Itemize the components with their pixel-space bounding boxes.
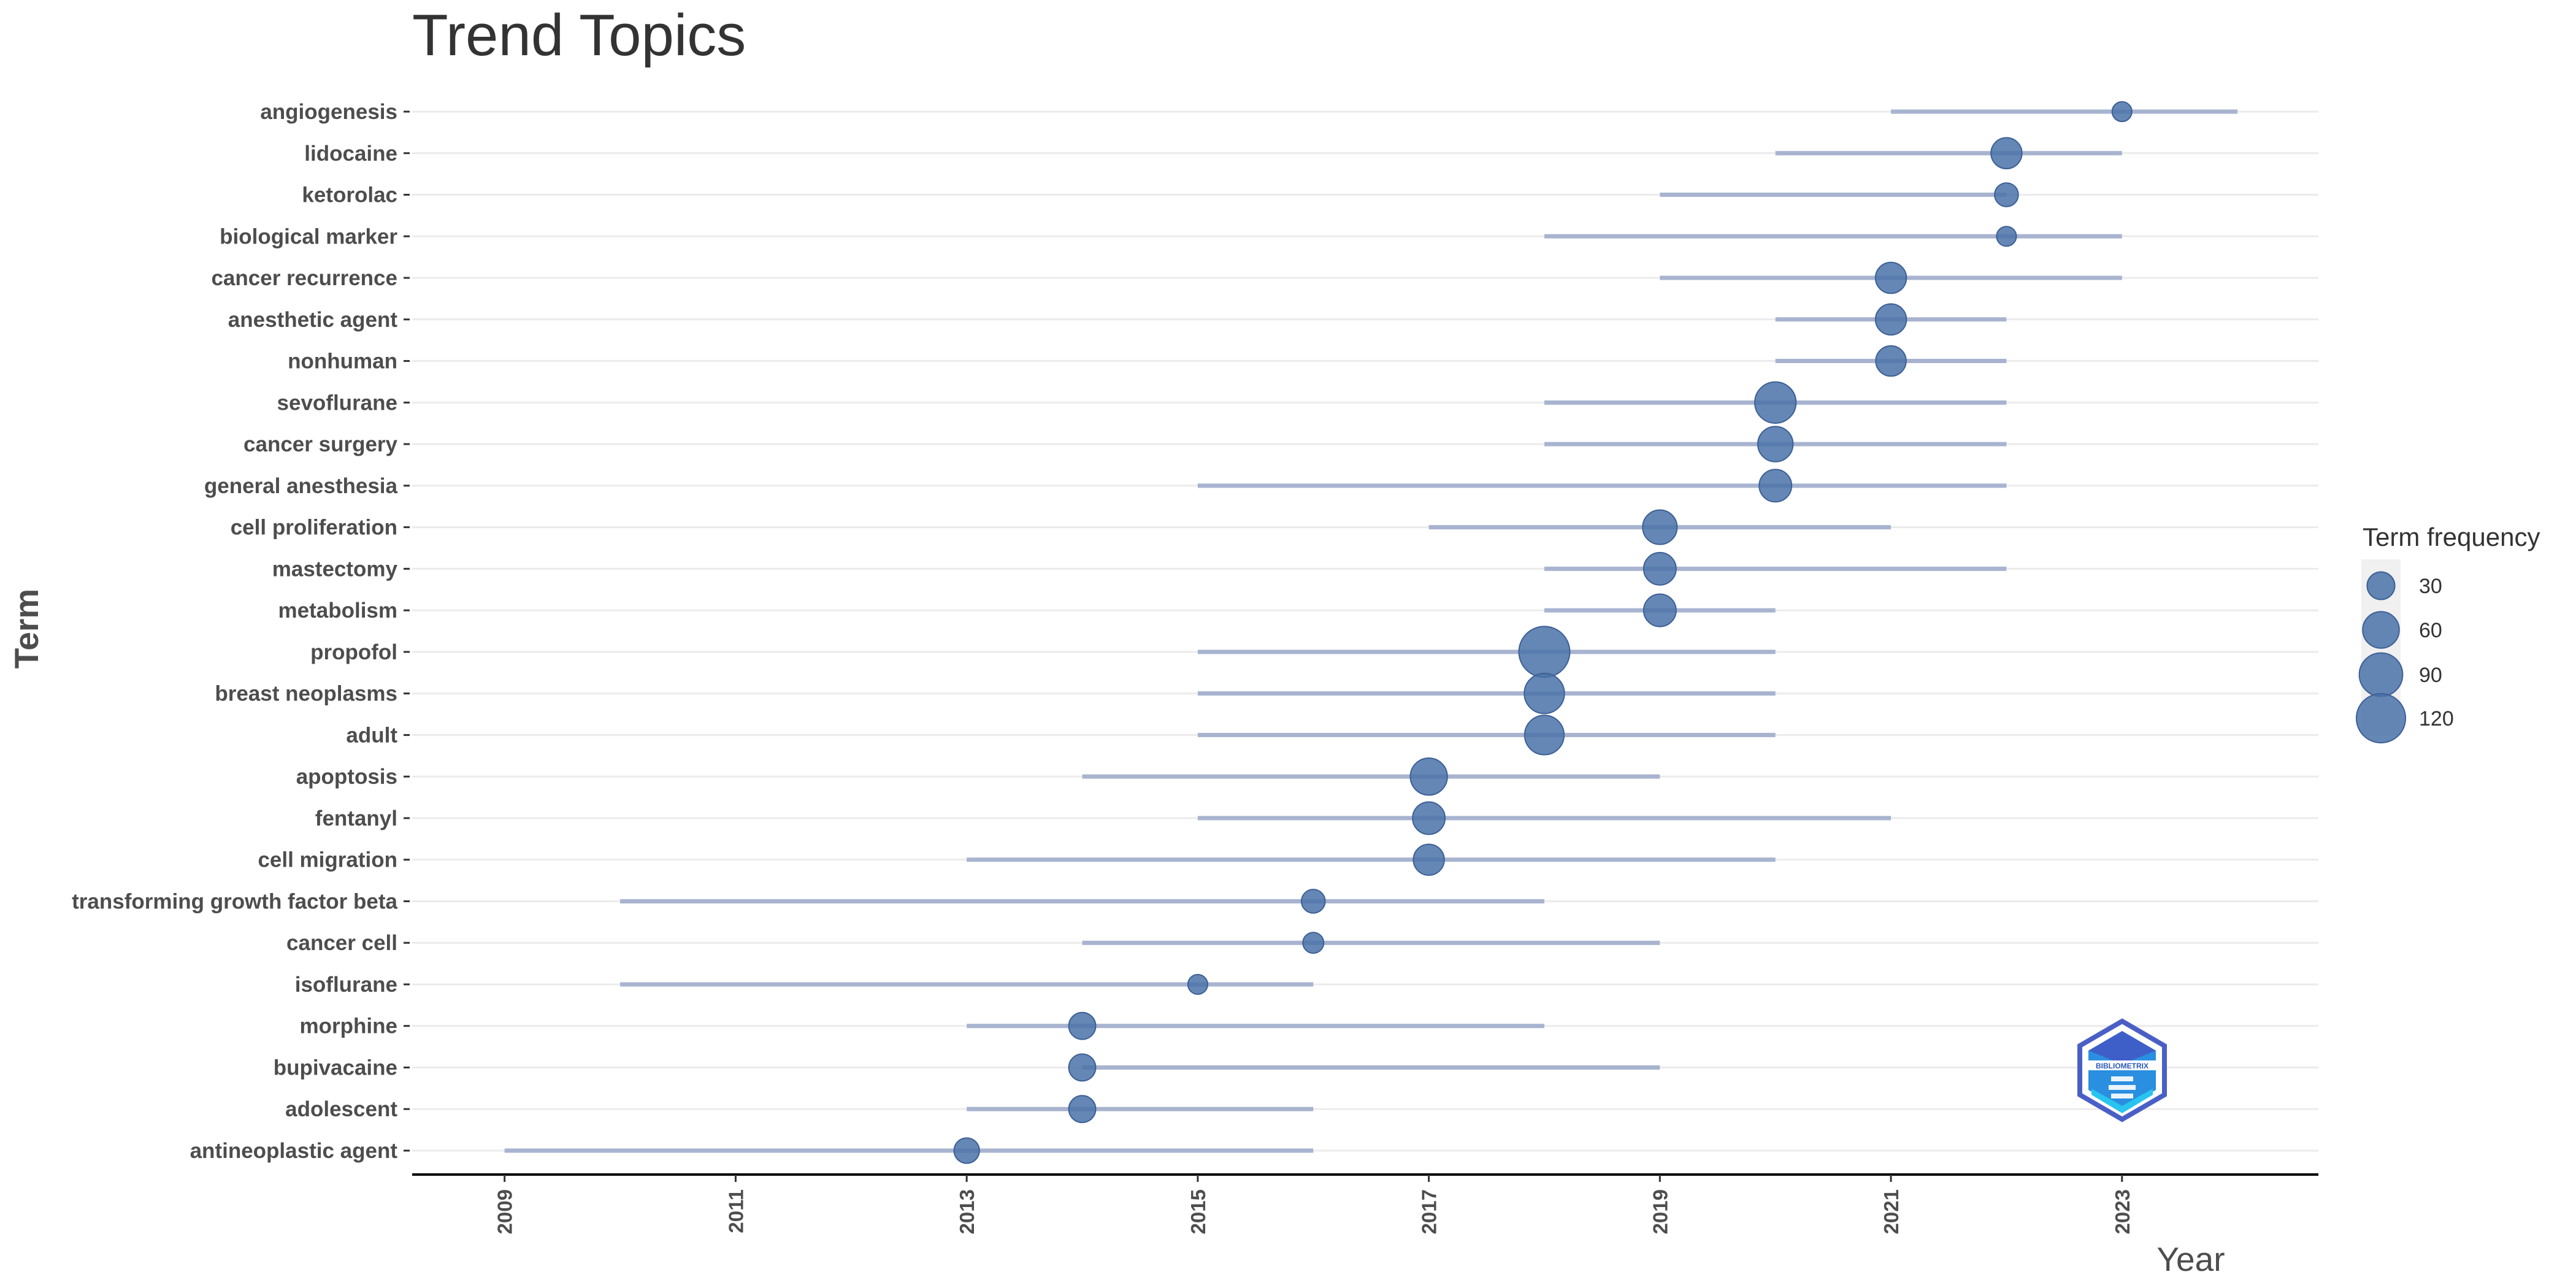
- y-tick-label: metabolism: [278, 599, 398, 623]
- data-point: [1300, 889, 1326, 914]
- data-point: [1524, 715, 1565, 756]
- data-point: [1758, 469, 1793, 503]
- y-tick-label: ketorolac: [302, 183, 397, 207]
- y-tick-label: isoflurane: [295, 973, 397, 997]
- legend-key: [2358, 652, 2404, 697]
- x-tick-label: 2021: [1880, 1189, 1903, 1234]
- legend-title: Term frequency: [2363, 523, 2540, 551]
- x-tick-label: 2019: [1649, 1189, 1671, 1234]
- data-point: [1187, 973, 1208, 995]
- y-tick-label: bupivacaine: [274, 1056, 397, 1079]
- y-tick-label: transforming growth factor beta: [72, 889, 397, 913]
- x-tick-label: 2023: [2111, 1189, 2134, 1234]
- logo-text: BIBLIOMETRIX: [2096, 1062, 2149, 1070]
- y-tick-label: cell migration: [258, 848, 397, 872]
- x-tick-label: 2009: [494, 1189, 516, 1234]
- legend: Term frequency 30 60 90 120: [2355, 523, 2540, 744]
- data-point: [1754, 381, 1797, 424]
- bibliometrix-logo: BIBLIOMETRIX: [2077, 1018, 2167, 1122]
- legend-label: 30: [2419, 575, 2442, 598]
- legend-label: 120: [2419, 707, 2454, 730]
- data-point: [1757, 426, 1794, 462]
- x-axis: 2009 2011 2013 2015 2017 2019 2021 2023: [412, 1173, 2318, 1234]
- data-point: [1413, 843, 1445, 876]
- y-tick-label: angiogenesis: [260, 100, 397, 124]
- y-tick-label: anesthetic agent: [228, 308, 398, 332]
- y-axis-title: Term: [7, 589, 45, 669]
- y-tick-label: adult: [346, 723, 397, 747]
- legend-label: 60: [2419, 619, 2442, 642]
- y-tick-label: mastectomy: [272, 557, 398, 581]
- y-tick-label: cancer surgery: [243, 432, 398, 456]
- y-tick-label: cancer cell: [286, 931, 397, 955]
- y-tick-label: sevoflurane: [277, 391, 397, 415]
- data-point: [1643, 593, 1677, 627]
- y-tick-label: fentanyl: [315, 807, 397, 830]
- data-point: [1524, 672, 1565, 715]
- data-point: [1642, 509, 1678, 545]
- x-axis-title: Year: [2156, 1240, 2225, 1278]
- y-tick-label: adolescent: [285, 1097, 397, 1121]
- data-point: [1068, 1053, 1097, 1082]
- data-point: [1518, 626, 1571, 678]
- chart-title: Trend Topics: [412, 2, 746, 68]
- x-tick-label: 2013: [956, 1189, 978, 1234]
- data-point: [953, 1137, 980, 1164]
- data-point: [1990, 137, 2023, 169]
- data-point: [1994, 182, 2019, 207]
- data-point: [1643, 551, 1677, 586]
- y-tick-label: nonhuman: [288, 350, 397, 374]
- data-point: [1409, 757, 1448, 796]
- data-point: [1874, 261, 1907, 294]
- data-point: [1996, 226, 2017, 247]
- y-tick-label: apoptosis: [296, 765, 397, 789]
- data-point: [1412, 801, 1446, 835]
- y-tick-label: biological marker: [220, 224, 397, 248]
- data-points: [953, 101, 2133, 1164]
- x-tick-label: 2017: [1418, 1189, 1441, 1234]
- legend-label: 90: [2419, 664, 2442, 687]
- y-tick-label: general anesthesia: [204, 474, 398, 498]
- data-point: [1875, 345, 1907, 377]
- legend-key: [2355, 692, 2407, 744]
- y-tick-label: morphine: [300, 1014, 397, 1038]
- y-axis: angiogenesis lidocaine ketorolac biological…: [72, 100, 410, 1163]
- legend-key: [2362, 611, 2400, 649]
- x-tick-label: 2011: [724, 1189, 747, 1233]
- grid-lines: [412, 110, 2318, 1152]
- data-point: [2111, 101, 2133, 123]
- data-point: [1302, 932, 1325, 954]
- y-tick-label: lidocaine: [304, 142, 397, 166]
- data-point: [1874, 303, 1907, 336]
- data-point: [1068, 1011, 1097, 1040]
- y-tick-label: breast neoplasms: [215, 682, 397, 706]
- x-tick-label: 2015: [1187, 1189, 1209, 1234]
- y-tick-label: cell proliferation: [231, 516, 397, 540]
- y-tick-label: propofol: [310, 640, 397, 664]
- data-point: [1068, 1095, 1097, 1124]
- y-tick-label: antineoplastic agent: [190, 1139, 398, 1163]
- range-lines: [504, 109, 2238, 1153]
- y-tick-label: cancer recurrence: [211, 266, 397, 290]
- legend-key: [2366, 571, 2396, 600]
